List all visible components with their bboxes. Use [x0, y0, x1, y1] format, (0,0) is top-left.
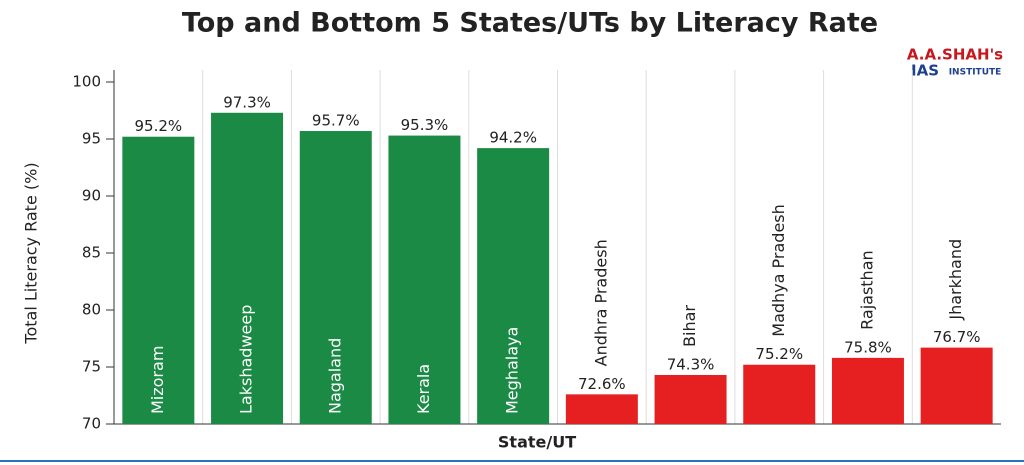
bar: [743, 364, 816, 424]
bar: [122, 136, 195, 424]
chart-title: Top and Bottom 5 States/UTs by Literacy …: [182, 8, 878, 39]
bar-name: Andhra Pradesh: [591, 239, 610, 366]
bar-name: Mizoram: [148, 346, 167, 414]
value-label: 72.6%: [578, 375, 626, 393]
bar-name: Madhya Pradesh: [769, 204, 788, 337]
value-label: 95.3%: [401, 116, 449, 134]
value-label: 74.3%: [667, 355, 715, 373]
bar: [654, 374, 727, 424]
bar: [211, 112, 284, 424]
value-label: 94.2%: [489, 129, 537, 147]
y-tick-label: 80: [82, 301, 101, 319]
value-label: 95.2%: [135, 117, 183, 135]
value-label: 75.8%: [844, 338, 892, 356]
y-tick-label: 70: [82, 415, 101, 433]
value-label: 95.7%: [312, 112, 360, 130]
bar: [477, 148, 550, 424]
y-tick-label: 85: [82, 244, 101, 262]
logo-text: INSTITUTE: [949, 68, 1002, 78]
logo-text: IAS: [911, 62, 939, 80]
bar: [920, 347, 993, 424]
x-axis-label: State/UT: [498, 433, 576, 452]
bar-name: Rajasthan: [857, 250, 876, 330]
bar: [299, 131, 372, 424]
bar: [388, 135, 461, 424]
value-label: 97.3%: [223, 93, 271, 111]
y-axis-label: Total Literacy Rate (%): [22, 162, 41, 344]
y-tick-label: 100: [72, 73, 101, 91]
bar-name: Bihar: [680, 305, 699, 347]
bar-name: Kerala: [414, 364, 433, 414]
value-label: 76.7%: [933, 328, 981, 346]
bar-name: Lakshadweep: [237, 305, 256, 414]
value-label: 75.2%: [755, 345, 803, 363]
bar-name: Meghalaya: [503, 327, 522, 414]
bar-name: Nagaland: [325, 338, 344, 414]
y-tick-label: 75: [82, 358, 101, 376]
y-tick-label: 90: [82, 187, 101, 205]
bar-name: Jharkhand: [946, 239, 965, 321]
logo-text: A.A.SHAH's: [907, 46, 1003, 64]
bar: [565, 394, 638, 424]
bar: [831, 357, 904, 424]
y-tick-label: 95: [82, 130, 101, 148]
